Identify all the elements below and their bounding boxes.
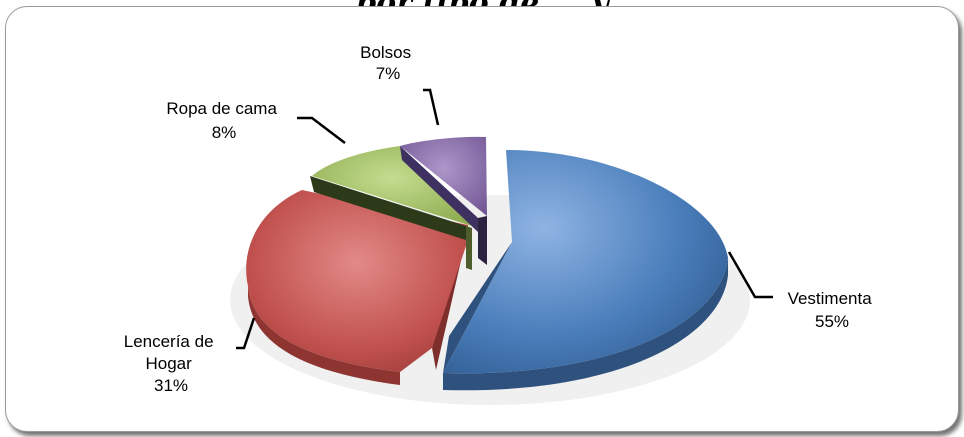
leader-line-lenceria [236, 317, 256, 350]
pie-slice-vestimenta [443, 150, 728, 391]
data-label-ropa-de-cama: Ropa de cama 8% [166, 99, 281, 142]
pie-slice-lenceria [246, 190, 468, 385]
pie-slice-ropa-de-cama [310, 146, 472, 270]
data-label-vestimenta: Vestimenta 55% [788, 289, 877, 331]
data-label-bolsos: Bolsos 7% [360, 43, 416, 83]
leader-line-ropa-de-cama [297, 116, 346, 144]
data-label-lenceria: Lencería de Hogar 31% [124, 332, 219, 395]
pie-slice-bolsos [400, 136, 487, 265]
leader-line-bolsos [423, 88, 440, 126]
leader-line-vestimenta [727, 251, 773, 299]
